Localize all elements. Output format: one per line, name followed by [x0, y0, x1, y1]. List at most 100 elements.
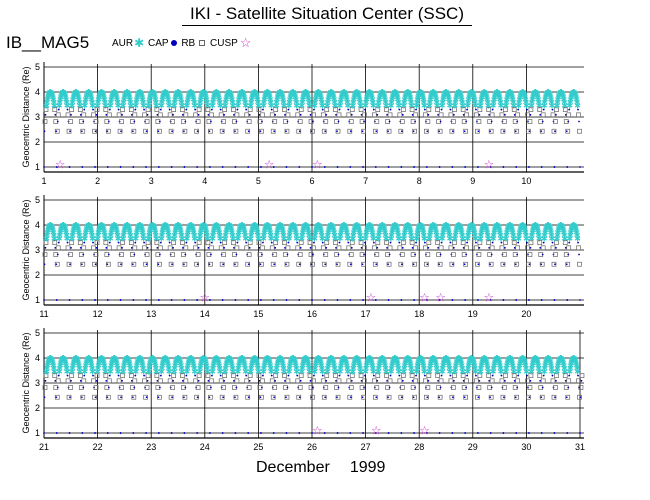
aur-point: ✱ [110, 221, 117, 230]
aur-point: ✱ [126, 93, 133, 102]
aur-point: ✱ [164, 93, 171, 102]
aur-point: ✱ [108, 93, 115, 102]
aur-point: ✱ [49, 91, 56, 100]
aur-point: ✱ [365, 90, 372, 99]
cap-point [182, 130, 185, 133]
y-tick-label: 5 [35, 195, 40, 205]
x-tick-label: 13 [146, 309, 156, 319]
rb-point [244, 245, 250, 251]
aur-point: ✱ [306, 101, 313, 110]
aur-point: ✱ [94, 101, 101, 110]
cap-point [464, 166, 467, 168]
rb-point [554, 107, 559, 112]
aur-point: ✱ [248, 98, 255, 107]
rb-point [144, 252, 150, 257]
rb-point [234, 378, 240, 384]
cap-point [172, 246, 174, 249]
aur-point: ✱ [247, 101, 254, 110]
aur-point: ✱ [88, 93, 95, 102]
rb-point [489, 378, 495, 384]
cap-point [55, 432, 58, 434]
cap-point [146, 379, 149, 382]
aur-point: ✱ [508, 91, 515, 100]
cap-point [299, 113, 302, 116]
rb-point [272, 119, 278, 124]
cap-point [336, 432, 339, 434]
cap-point [106, 263, 109, 266]
cap-point [196, 432, 199, 434]
aur-point: ✱ [431, 90, 438, 99]
cap-point [156, 113, 159, 116]
cap-point [451, 396, 454, 399]
cap-point [82, 386, 85, 389]
rb-point [320, 112, 326, 118]
aur-point: ✱ [107, 101, 114, 110]
aur-point: ✱ [279, 93, 286, 102]
aur-point: ✱ [325, 95, 332, 104]
aur-point: ✱ [428, 91, 435, 100]
rb-point [55, 245, 61, 251]
rb-point [219, 128, 225, 134]
cap-point [439, 253, 442, 256]
cap-point [261, 253, 263, 256]
aur-point: ✱ [132, 101, 139, 110]
aur-point: ✱ [177, 91, 184, 100]
cap-point [400, 166, 403, 168]
rb-point [193, 245, 199, 251]
aur-point: ✱ [338, 93, 345, 102]
aur-point: ✱ [561, 101, 568, 110]
aur-point: ✱ [191, 98, 198, 107]
aur-point: ✱ [57, 95, 64, 104]
cap-point [132, 299, 135, 301]
aur-point: ✱ [63, 231, 70, 240]
aur-point: ✱ [289, 89, 296, 98]
cap-point [197, 113, 200, 116]
aur-point: ✱ [98, 88, 105, 97]
aur-point: ✱ [151, 223, 158, 232]
cap-point [360, 113, 363, 116]
aur-point: ✱ [235, 98, 242, 107]
aur-point: ✱ [236, 95, 243, 104]
aur-point: ✱ [59, 221, 66, 230]
aur-point: ✱ [338, 95, 345, 104]
y-tick-label: 1 [35, 428, 40, 438]
rb-point [209, 378, 214, 384]
aur-point: ✱ [312, 98, 319, 107]
aur-point: ✱ [356, 93, 363, 102]
rb-point [52, 240, 58, 245]
aur-point: ✱ [62, 224, 69, 233]
aur-point: ✱ [76, 231, 83, 240]
cap-point [79, 113, 82, 116]
cap-point [567, 386, 570, 389]
aur-point: ✱ [419, 91, 426, 100]
aur-point: ✱ [337, 98, 344, 107]
aur-point: ✱ [69, 98, 76, 107]
cap-point [158, 253, 161, 256]
aur-point: ✱ [291, 90, 298, 99]
aur-point: ✱ [149, 221, 156, 230]
aur-point: ✱ [477, 101, 484, 110]
aur-point: ✱ [84, 90, 91, 99]
aur-point: ✱ [111, 88, 118, 97]
aur-point: ✱ [50, 95, 57, 104]
rb-point [362, 112, 367, 118]
cap-point [108, 241, 111, 244]
aur-point: ✱ [44, 228, 51, 237]
cap-point [349, 299, 352, 301]
aur-point: ✱ [560, 95, 567, 104]
aur-point: ✱ [352, 90, 359, 99]
rb-point [550, 245, 556, 251]
aur-point: ✱ [330, 91, 337, 100]
aur-point: ✱ [302, 88, 309, 97]
aur-point: ✱ [278, 89, 285, 98]
rb-point [550, 378, 556, 384]
cap-point [514, 263, 517, 266]
rb-point [437, 128, 443, 134]
aur-point: ✱ [49, 224, 56, 233]
aur-point: ✱ [60, 221, 67, 230]
cap-point [427, 246, 430, 249]
aur-point: ✱ [111, 88, 118, 97]
legend-label-aur: AUR [112, 37, 134, 49]
footer-month: December [256, 459, 330, 476]
aur-point: ✱ [304, 91, 311, 100]
